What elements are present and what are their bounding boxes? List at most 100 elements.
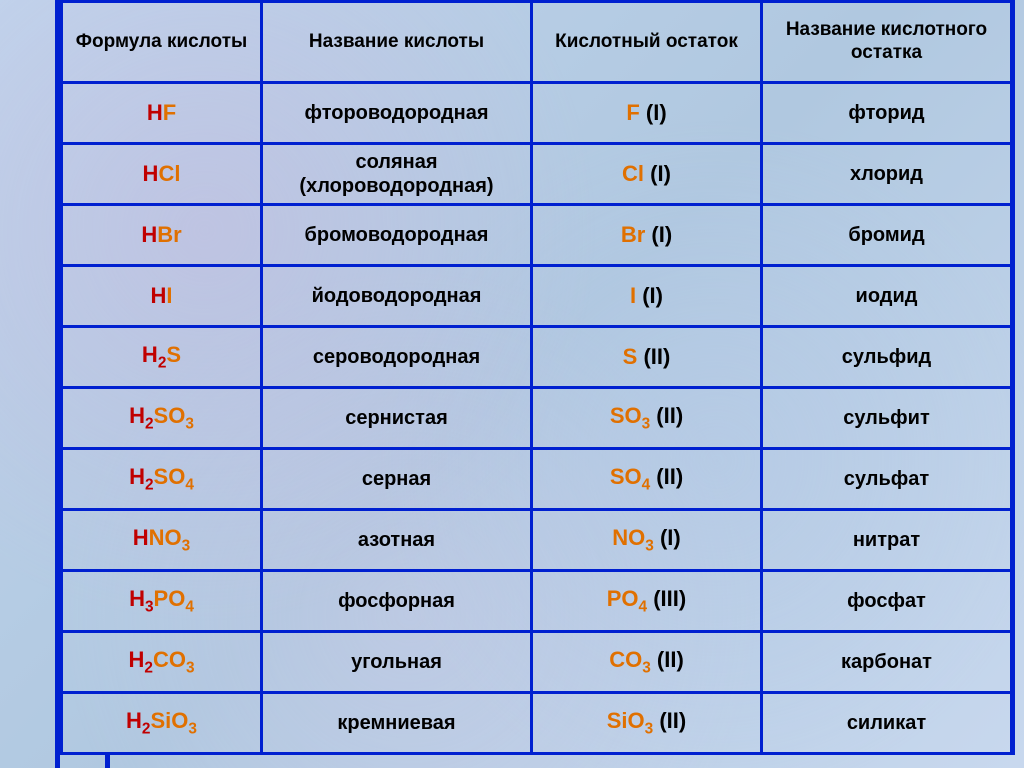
residue-valence: (I) [650, 161, 671, 186]
table-row: H3PO4фосфорнаяPO4 (III)фосфат [62, 571, 1012, 632]
cell-acid-name: сероводородная [262, 327, 532, 388]
cell-residue-name: силикат [762, 693, 1012, 754]
header-formula: Формула кислоты [62, 2, 262, 83]
residue-formula: Cl [622, 161, 644, 186]
formula-residue: SO3 [154, 403, 194, 428]
cell-acid-name: фтороводородная [262, 83, 532, 144]
header-residue-name-text: Название кислотного остатка [786, 19, 987, 63]
cell-formula: HBr [62, 205, 262, 266]
formula-residue: SO4 [154, 464, 194, 489]
cell-formula: HF [62, 83, 262, 144]
formula-hydrogen: H2 [142, 342, 166, 367]
residue-valence: (I) [660, 525, 681, 550]
cell-residue: F (I) [532, 83, 762, 144]
cell-acid-name: фосфорная [262, 571, 532, 632]
formula-hydrogen: H [133, 525, 149, 550]
formula-residue: CO3 [153, 647, 195, 672]
table-row: H2CO3угольнаяCO3 (II)карбонат [62, 632, 1012, 693]
cell-acid-name: кремниевая [262, 693, 532, 754]
formula-residue: Br [157, 222, 181, 247]
cell-residue-name: иодид [762, 266, 1012, 327]
formula-residue: NO3 [149, 525, 191, 550]
cell-residue: Br (I) [532, 205, 762, 266]
table-row: H2SO4сернаяSO4 (II)сульфат [62, 449, 1012, 510]
header-residue-text: Кислотный остаток [555, 31, 738, 52]
residue-formula: PO4 [607, 586, 647, 611]
table-row: HIйодоводороднаяI (I)иодид [62, 266, 1012, 327]
cell-acid-name: угольная [262, 632, 532, 693]
formula-hydrogen: H [141, 222, 157, 247]
cell-acid-name: бромоводородная [262, 205, 532, 266]
cell-residue: SO3 (II) [532, 388, 762, 449]
residue-formula: Br [621, 222, 645, 247]
table-row: HBrбромоводороднаяBr (I)бромид [62, 205, 1012, 266]
cell-residue: CO3 (II) [532, 632, 762, 693]
residue-formula: SO3 [610, 403, 650, 428]
cell-residue: SO4 (II) [532, 449, 762, 510]
formula-hydrogen: H2 [126, 708, 150, 733]
cell-formula: HI [62, 266, 262, 327]
formula-hydrogen: H [143, 161, 159, 186]
residue-formula: NO3 [612, 525, 654, 550]
cell-residue-name: сульфит [762, 388, 1012, 449]
cell-formula: HCl [62, 144, 262, 205]
formula-residue: I [166, 283, 172, 308]
cell-formula: H2CO3 [62, 632, 262, 693]
header-residue: Кислотный остаток [532, 2, 762, 83]
acids-table-container: Формула кислоты Название кислоты Кислотн… [55, 0, 1015, 755]
cell-residue-name: нитрат [762, 510, 1012, 571]
cell-residue: NO3 (I) [532, 510, 762, 571]
cell-acid-name: азотная [262, 510, 532, 571]
residue-valence: (II) [643, 344, 670, 369]
cell-formula: H2SiO3 [62, 693, 262, 754]
cell-residue: S (II) [532, 327, 762, 388]
cell-residue-name: фторид [762, 83, 1012, 144]
table-row: H2SO3сернистаяSO3 (II)сульфит [62, 388, 1012, 449]
formula-hydrogen: H3 [129, 586, 153, 611]
cell-residue: Cl (I) [532, 144, 762, 205]
formula-residue: SiO3 [150, 708, 196, 733]
residue-formula: CO3 [609, 647, 651, 672]
table-row: HNO3азотнаяNO3 (I)нитрат [62, 510, 1012, 571]
formula-residue: S [166, 342, 181, 367]
table-footer-stub [55, 755, 110, 768]
cell-residue-name: хлорид [762, 144, 1012, 205]
residue-valence: (I) [651, 222, 672, 247]
cell-residue-name: карбонат [762, 632, 1012, 693]
formula-hydrogen: H [147, 100, 163, 125]
header-name: Название кислоты [262, 2, 532, 83]
residue-formula: S [623, 344, 638, 369]
formula-hydrogen: H2 [129, 464, 153, 489]
residue-formula: F [626, 100, 639, 125]
cell-residue: PO4 (III) [532, 571, 762, 632]
residue-valence: (II) [659, 708, 686, 733]
residue-valence: (II) [656, 464, 683, 489]
residue-valence: (II) [657, 647, 684, 672]
cell-residue-name: сульфид [762, 327, 1012, 388]
table-header-row: Формула кислоты Название кислоты Кислотн… [62, 2, 1012, 83]
header-formula-text: Формула кислоты [76, 31, 247, 52]
residue-formula: SO4 [610, 464, 650, 489]
table-row: H2SсероводороднаяS (II)сульфид [62, 327, 1012, 388]
table-row: H2SiO3кремниеваяSiO3 (II)силикат [62, 693, 1012, 754]
cell-residue-name: фосфат [762, 571, 1012, 632]
residue-valence: (I) [642, 283, 663, 308]
acids-table: Формула кислоты Название кислоты Кислотн… [60, 0, 1013, 755]
cell-residue-name: сульфат [762, 449, 1012, 510]
table-body: HFфтороводороднаяF (I)фторидHClсоляная(х… [62, 83, 1012, 754]
cell-formula: HNO3 [62, 510, 262, 571]
formula-residue: PO4 [154, 586, 194, 611]
cell-residue: SiO3 (II) [532, 693, 762, 754]
cell-acid-name: сернистая [262, 388, 532, 449]
header-name-text: Название кислоты [309, 31, 484, 52]
table-row: HFфтороводороднаяF (I)фторид [62, 83, 1012, 144]
cell-acid-name: серная [262, 449, 532, 510]
residue-valence: (II) [656, 403, 683, 428]
table-row: HClсоляная(хлороводородная)Cl (I)хлорид [62, 144, 1012, 205]
cell-formula: H2SO4 [62, 449, 262, 510]
formula-hydrogen: H2 [128, 647, 152, 672]
cell-residue: I (I) [532, 266, 762, 327]
residue-formula: SiO3 [607, 708, 653, 733]
cell-residue-name: бромид [762, 205, 1012, 266]
cell-formula: H2SO3 [62, 388, 262, 449]
